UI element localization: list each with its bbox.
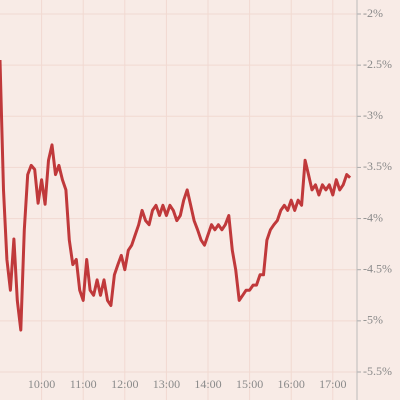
x-tick-label: 15:00 — [236, 377, 263, 391]
x-tick-label: 12:00 — [111, 377, 138, 391]
x-tick-label: 11:00 — [70, 377, 97, 391]
x-tick-label: 13:00 — [153, 377, 180, 391]
y-tick-label: -5.5% — [363, 364, 392, 378]
y-tick-label: -4% — [363, 210, 383, 224]
x-tick-label: 10:00 — [28, 377, 55, 391]
y-tick-label: -2.5% — [363, 57, 392, 71]
y-tick-label: -4.5% — [363, 261, 392, 275]
y-tick-label: -3.5% — [363, 159, 392, 173]
y-tick-label: -2% — [363, 6, 383, 20]
y-tick-label: -5% — [363, 313, 383, 327]
y-tick-label: -3% — [363, 108, 383, 122]
x-tick-label: 14:00 — [194, 377, 221, 391]
x-tick-label: 16:00 — [278, 377, 305, 391]
line — [0, 59, 352, 332]
x-tick-label: 17:00 — [319, 377, 346, 391]
